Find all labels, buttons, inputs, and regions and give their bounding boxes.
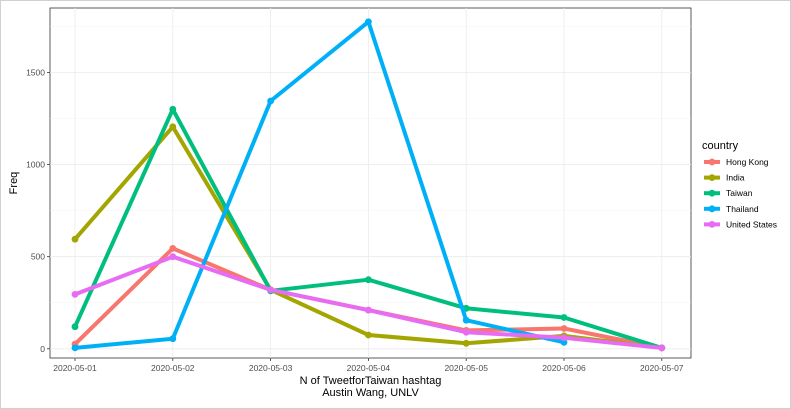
data-point-taiwan — [365, 276, 372, 284]
x-tick-label: 2020-05-03 — [249, 363, 293, 373]
legend-label: United States — [726, 219, 777, 229]
x-tick-label: 2020-05-05 — [444, 363, 488, 373]
data-point-united-states — [169, 253, 177, 261]
data-point-thailand — [365, 18, 372, 26]
legend-label: Hong Kong — [726, 157, 769, 167]
data-point-united-states — [658, 344, 666, 352]
data-point-thailand — [267, 97, 274, 105]
x-tick-label: 2020-05-07 — [640, 363, 684, 373]
x-axis-title: N of TweetforTaiwan hashtag — [300, 375, 442, 387]
data-point-thailand — [169, 335, 177, 343]
legend-label: Thailand — [726, 204, 759, 214]
series-lines — [71, 18, 666, 352]
data-point-united-states — [365, 306, 372, 314]
legend-label: Taiwan — [726, 188, 753, 198]
data-point-taiwan — [169, 105, 177, 113]
series-united-states — [71, 253, 666, 352]
data-point-india — [71, 235, 79, 243]
data-point-hong-kong — [560, 325, 568, 332]
legend-key-point — [708, 221, 716, 228]
x-tick-label: 2020-05-04 — [347, 363, 391, 373]
legend: country Hong Kong India Taiwan Thailand Unit… — [702, 140, 777, 229]
grid — [50, 8, 691, 358]
data-point-hong-kong — [169, 245, 177, 252]
legend-item-hong-kong: Hong Kong — [704, 157, 769, 167]
data-point-thailand — [71, 344, 79, 352]
y-tick-label: 1500 — [26, 67, 45, 77]
data-point-taiwan — [71, 323, 79, 331]
legend-key-point — [708, 174, 716, 182]
legend-key-point — [708, 189, 716, 197]
legend-label: India — [726, 173, 745, 183]
y-tick-label: 1000 — [26, 160, 45, 170]
plot-panel — [49, 7, 692, 359]
y-tick-label: 500 — [31, 252, 45, 262]
legend-item-united-states: United States — [704, 219, 777, 229]
x-tick-label: 2020-05-01 — [53, 363, 97, 373]
legend-key-point — [708, 205, 716, 213]
data-point-united-states — [560, 334, 568, 342]
legend-title: country — [702, 140, 739, 152]
data-point-india — [462, 339, 470, 347]
data-point-india — [169, 123, 177, 131]
data-point-united-states — [462, 328, 470, 336]
legend-key-point — [708, 158, 716, 166]
data-point-united-states — [71, 291, 79, 298]
data-point-india — [365, 331, 372, 339]
y-tick-label: 0 — [40, 344, 45, 354]
data-point-taiwan — [560, 314, 568, 321]
y-axis-title: Freq — [8, 172, 20, 195]
series-thailand — [71, 18, 568, 352]
legend-item-taiwan: Taiwan — [704, 188, 753, 198]
x-tick-label: 2020-05-02 — [151, 363, 195, 373]
data-point-thailand — [462, 316, 470, 324]
legend-item-india: India — [704, 173, 745, 183]
y-axis: 0 500 1000 1500 — [26, 67, 50, 354]
x-tick-label: 2020-05-06 — [542, 363, 586, 373]
legend-item-thailand: Thailand — [704, 204, 759, 214]
chart-caption: Austin Wang, UNLV — [322, 387, 419, 399]
data-point-united-states — [267, 286, 274, 294]
x-axis: 2020-05-01 2020-05-02 2020-05-03 2020-05-04… — [53, 358, 684, 373]
series-line-thailand — [73, 19, 566, 350]
